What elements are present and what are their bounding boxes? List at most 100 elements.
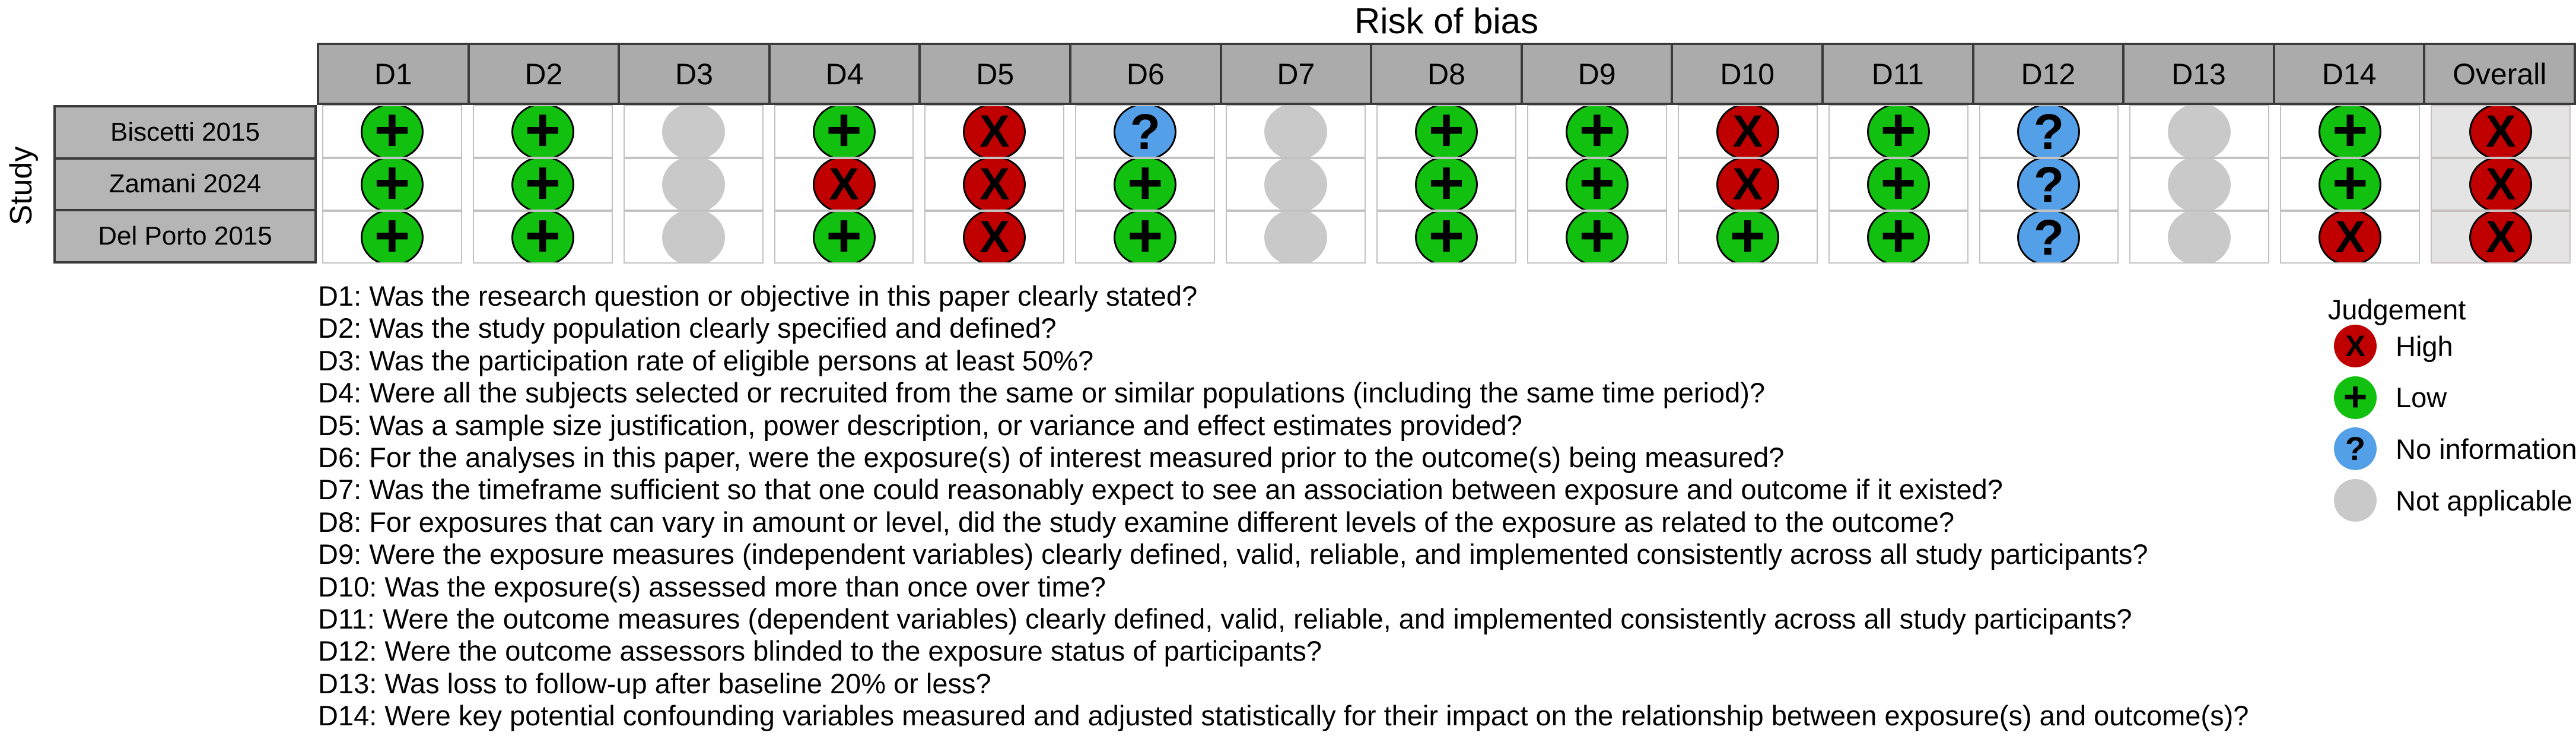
judgement-symbol: + (524, 105, 561, 158)
judgement-symbol: + (1579, 158, 1615, 211)
question-d9: D9: Were the exposure measures (independ… (318, 538, 2148, 570)
judgement-symbol: + (826, 211, 862, 264)
column-header-d13: D13 (2123, 44, 2274, 104)
judgement-cell: + (1828, 158, 1968, 211)
judgement-symbol: X (1732, 158, 1763, 210)
judgement-cell: + (1376, 211, 1516, 264)
column-header-d7: D7 (1220, 44, 1372, 104)
judgement-cell: + (322, 211, 462, 264)
judgement-cell (1226, 211, 1366, 264)
judgement-high-circle: X (963, 159, 1026, 210)
judgement-matrix: + + + X? + + X +? + X + + X X + + + X +? + X + + + X + + + + +? X X (317, 105, 2576, 264)
judgement-symbol: + (1428, 211, 1465, 264)
matrix-cell (2124, 211, 2275, 264)
judgement-low-circle: + (511, 212, 574, 262)
judgement-cell: ? (1075, 105, 1216, 158)
legend-label-na: Not applicable (2396, 484, 2572, 516)
judgement-noinfo-circle: ? (1114, 105, 1177, 158)
matrix-cell: X (2275, 211, 2425, 264)
judgement-na-circle (1264, 159, 1328, 210)
judgement-cell: + (472, 158, 613, 211)
column-header-d14: D14 (2273, 44, 2425, 104)
judgement-cell: + (1677, 211, 1818, 264)
judgement-cell: ? (1979, 105, 2119, 158)
judgement-high-circle: X (963, 212, 1026, 262)
matrix-cell: X (769, 158, 920, 211)
judgement-cell (623, 211, 764, 264)
judgement-cell: X (774, 158, 914, 211)
matrix-cell: X (1672, 158, 1823, 211)
matrix-cell (1220, 211, 1371, 264)
judgement-low-circle: + (1414, 159, 1478, 210)
judgement-low-circle: + (511, 158, 574, 211)
judgement-cell: X (2431, 211, 2571, 264)
legend-key-noinfo: ? (2334, 427, 2377, 471)
question-d13: D13: Was loss to follow-up after baselin… (318, 667, 991, 699)
judgement-cell: + (1075, 158, 1216, 211)
column-header-overall: Overall (2424, 44, 2575, 104)
judgement-high-circle: X (963, 106, 1026, 157)
question-d8: D8: For exposures that can vary in amoun… (318, 506, 1954, 538)
judgement-cell: + (1526, 158, 1667, 211)
judgement-low-circle: + (511, 105, 574, 158)
legend-symbol: + (2343, 373, 2368, 420)
matrix-cell: + (1522, 105, 1672, 158)
matrix-cell: + (468, 105, 618, 158)
judgement-na-circle (1264, 212, 1328, 262)
matrix-cell: + (468, 211, 618, 264)
judgement-na-circle (662, 106, 725, 157)
judgement-cell: X (1677, 105, 1818, 158)
judgement-symbol: ? (1130, 105, 1160, 158)
column-header-d12: D12 (1973, 44, 2124, 104)
judgement-cell (2129, 211, 2270, 264)
judgement-high-circle: X (2469, 159, 2533, 210)
matrix-cell (2124, 105, 2275, 158)
judgement-symbol: + (374, 105, 411, 158)
legend-title: Judgement (2327, 294, 2466, 325)
judgement-symbol: ? (2033, 158, 2065, 211)
column-header-d11: D11 (1823, 44, 1973, 104)
judgement-symbol: + (1880, 211, 1916, 264)
judgement-cell: + (1526, 211, 1667, 264)
judgement-symbol: + (2332, 105, 2368, 158)
judgement-noinfo-circle: ? (2017, 212, 2081, 262)
judgement-low-circle: + (2319, 105, 2382, 158)
matrix-cell: + (769, 105, 920, 158)
judgement-cell: ? (1979, 158, 2119, 211)
matrix-cell: ? (1974, 158, 2125, 211)
matrix-cell: + (1070, 158, 1220, 211)
judgement-na-circle (662, 159, 725, 210)
matrix-cell (618, 105, 769, 158)
legend-symbol: X (2345, 329, 2365, 363)
legend-label-low: Low (2396, 382, 2447, 414)
column-header-d3: D3 (619, 44, 769, 104)
judgement-cell: X (2431, 158, 2571, 211)
column-header-d6: D6 (1070, 44, 1221, 104)
judgement-low-circle: + (360, 158, 424, 211)
judgement-high-circle: X (1716, 158, 1779, 210)
judgement-high-circle: X (2469, 106, 2533, 157)
study-label: Zamani 2024 (55, 158, 316, 211)
chart-title: Risk of bias (1354, 1, 1539, 41)
judgement-low-circle: + (1866, 106, 1930, 157)
judgement-symbol: + (374, 211, 411, 264)
matrix-cell: X (919, 158, 1070, 211)
judgement-low-circle: + (1565, 211, 1629, 264)
judgement-symbol: + (524, 158, 561, 211)
judgement-symbol: + (1579, 211, 1615, 264)
matrix-cell (618, 158, 769, 211)
matrix-cell: + (1823, 105, 1974, 158)
judgement-symbol: X (979, 106, 1010, 157)
matrix-cell: ? (1974, 105, 2125, 158)
legend-label-high: High (2396, 330, 2453, 362)
question-d5: D5: Was a sample size justification, pow… (318, 409, 1522, 441)
judgement-cell: + (1376, 105, 1516, 158)
matrix-cell: X (919, 211, 1070, 264)
judgement-cell: + (1828, 211, 1968, 264)
column-header-d5: D5 (920, 44, 1070, 104)
study-label: Biscetti 2015 (55, 106, 316, 158)
judgement-symbol: + (374, 158, 411, 211)
matrix-cell: + (1522, 158, 1672, 211)
legend-label-noinfo: No information (2396, 433, 2576, 465)
judgement-na-circle (2168, 159, 2231, 210)
